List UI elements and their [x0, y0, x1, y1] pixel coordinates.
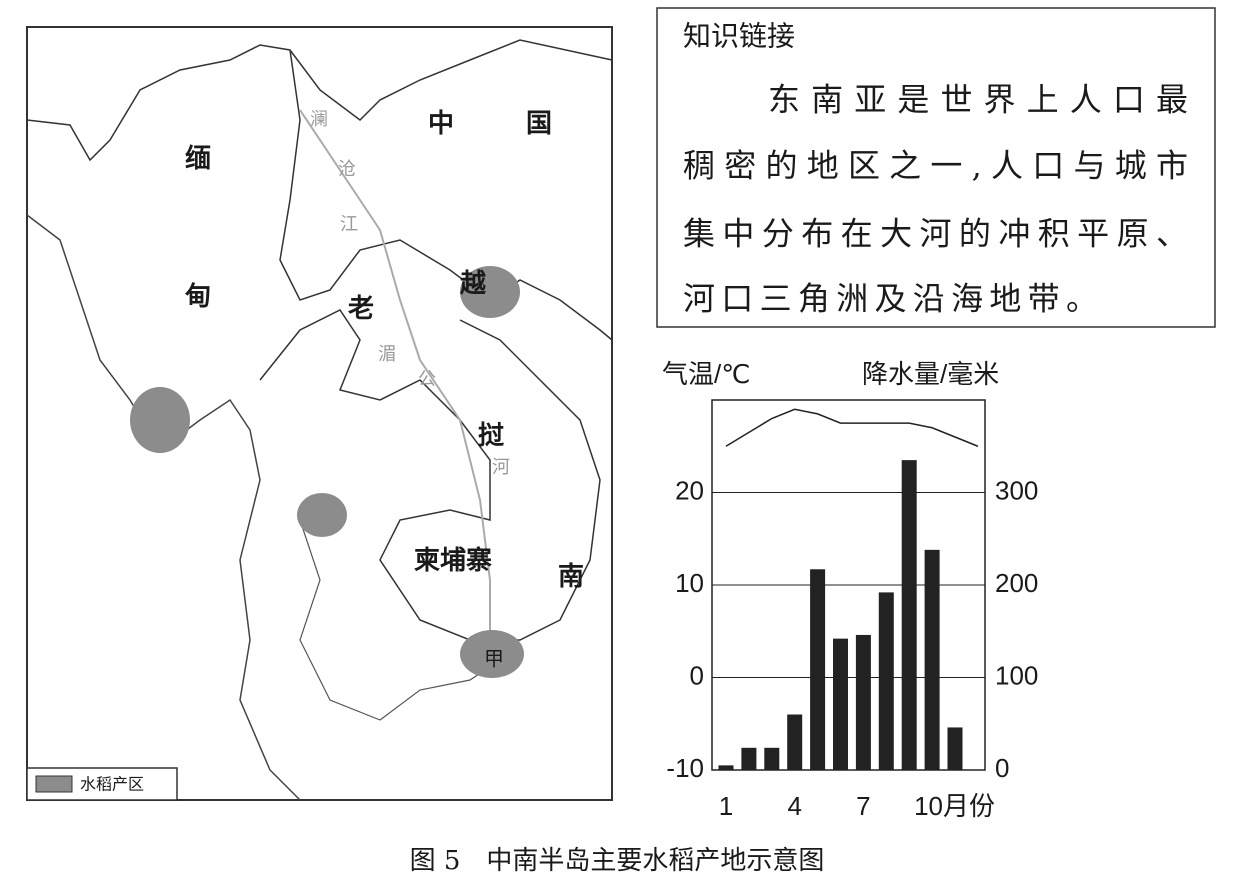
- map: 缅 甸 中 国 老 挝 越 南 柬埔寨 甲 澜 沧 江 湄 公 河 水稻产区: [26, 26, 613, 801]
- river-label: 江: [340, 214, 358, 235]
- map-frame: [26, 26, 613, 801]
- map-label: 南: [558, 562, 584, 592]
- x-tick-label: 10月份: [914, 791, 995, 821]
- bar: [741, 747, 757, 770]
- bar: [833, 638, 848, 770]
- caption: 图 5 中南半岛主要水稻产地示意图: [410, 846, 825, 876]
- river-label: 沧: [338, 159, 356, 180]
- bar: [901, 460, 917, 770]
- y2-tick-label: 300: [995, 475, 1038, 505]
- rice-area: [460, 266, 520, 318]
- text-line: 河口三角洲及沿海地带。: [683, 280, 1098, 318]
- y-tick-label: -10: [666, 753, 704, 783]
- rice-area: [460, 630, 524, 678]
- border: [26, 39, 613, 162]
- legend-swatch: [35, 775, 73, 793]
- text-line: 集中分布在大河的冲积平原、: [683, 215, 1188, 253]
- y-tick-label: 0: [690, 660, 704, 690]
- map-label: 缅: [185, 144, 211, 174]
- river-label: 公: [418, 369, 436, 390]
- bar: [718, 765, 734, 770]
- border: [259, 309, 601, 641]
- x-tick-label: 4: [787, 791, 801, 821]
- y2-axis-label: 降水量/毫米: [862, 359, 999, 389]
- rice-area: [297, 493, 347, 537]
- map-label: 老: [348, 294, 374, 324]
- river-label: 河: [492, 457, 510, 478]
- x-tick-label: 7: [856, 791, 870, 821]
- y2-tick-label: 100: [995, 660, 1038, 690]
- bar: [924, 549, 940, 770]
- bar: [787, 714, 803, 770]
- bar: [947, 727, 963, 770]
- rice-area: [130, 387, 190, 453]
- bar: [878, 592, 894, 770]
- x-tick-label: 1: [719, 791, 733, 821]
- bar: [764, 747, 780, 770]
- text-line: 稠密的地区之一,人口与城市: [683, 147, 1188, 185]
- text-box: [656, 7, 1216, 328]
- map-label: 柬埔寨: [414, 545, 492, 576]
- temperature-line: [725, 408, 979, 447]
- text-box-title: 知识链接: [683, 20, 795, 53]
- river-label: 湄: [378, 344, 396, 365]
- map-label: 甲: [484, 647, 504, 671]
- bar: [810, 569, 826, 770]
- coastline: [26, 214, 301, 801]
- coastline: [299, 519, 501, 721]
- y-tick-label: 20: [675, 475, 704, 505]
- map-label: 甸: [185, 281, 211, 312]
- y2-tick-label: 0: [995, 753, 1009, 783]
- bar: [855, 634, 871, 770]
- y-axis-label: 气温/℃: [662, 359, 750, 389]
- border: [279, 49, 613, 341]
- map-label: 越: [460, 269, 487, 299]
- mekong-river: [299, 109, 491, 640]
- y-tick-label: 10: [675, 568, 704, 598]
- y2-tick-label: 200: [995, 568, 1038, 598]
- map-label: 中: [428, 109, 454, 139]
- map-label: 国: [526, 109, 552, 139]
- map-label: 挝: [478, 421, 504, 451]
- river-label: 澜: [310, 109, 328, 130]
- legend-label: 水稻产区: [80, 775, 144, 794]
